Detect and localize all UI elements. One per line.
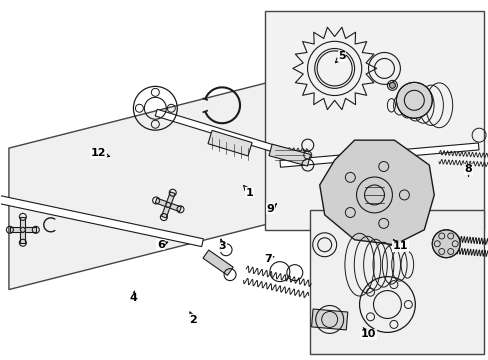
Polygon shape — [309, 210, 483, 354]
Circle shape — [431, 230, 459, 258]
Polygon shape — [161, 204, 170, 218]
Text: 8: 8 — [464, 164, 471, 176]
Text: 12: 12 — [90, 148, 109, 158]
Polygon shape — [0, 189, 203, 247]
Text: 4: 4 — [129, 291, 137, 303]
Polygon shape — [20, 230, 25, 243]
Polygon shape — [311, 309, 347, 330]
Polygon shape — [9, 55, 374, 289]
Polygon shape — [167, 203, 181, 212]
Polygon shape — [264, 11, 483, 230]
Polygon shape — [207, 130, 252, 156]
Polygon shape — [279, 143, 478, 167]
Polygon shape — [23, 227, 36, 232]
Text: 11: 11 — [392, 240, 407, 251]
Text: 5: 5 — [335, 51, 345, 63]
Text: 10: 10 — [360, 328, 376, 339]
Text: 6: 6 — [157, 239, 167, 249]
Text: 7: 7 — [264, 254, 274, 264]
Text: 1: 1 — [243, 185, 253, 198]
Polygon shape — [20, 217, 25, 230]
Polygon shape — [268, 144, 310, 166]
Circle shape — [165, 202, 170, 207]
Text: 9: 9 — [266, 204, 276, 214]
Polygon shape — [319, 140, 433, 245]
Polygon shape — [165, 192, 175, 206]
Circle shape — [20, 227, 25, 232]
Circle shape — [396, 82, 431, 118]
Text: 2: 2 — [189, 312, 197, 325]
Circle shape — [388, 82, 395, 88]
Polygon shape — [155, 109, 305, 161]
Polygon shape — [203, 250, 233, 275]
Text: 3: 3 — [218, 239, 226, 251]
Polygon shape — [10, 227, 23, 232]
Polygon shape — [155, 198, 169, 207]
